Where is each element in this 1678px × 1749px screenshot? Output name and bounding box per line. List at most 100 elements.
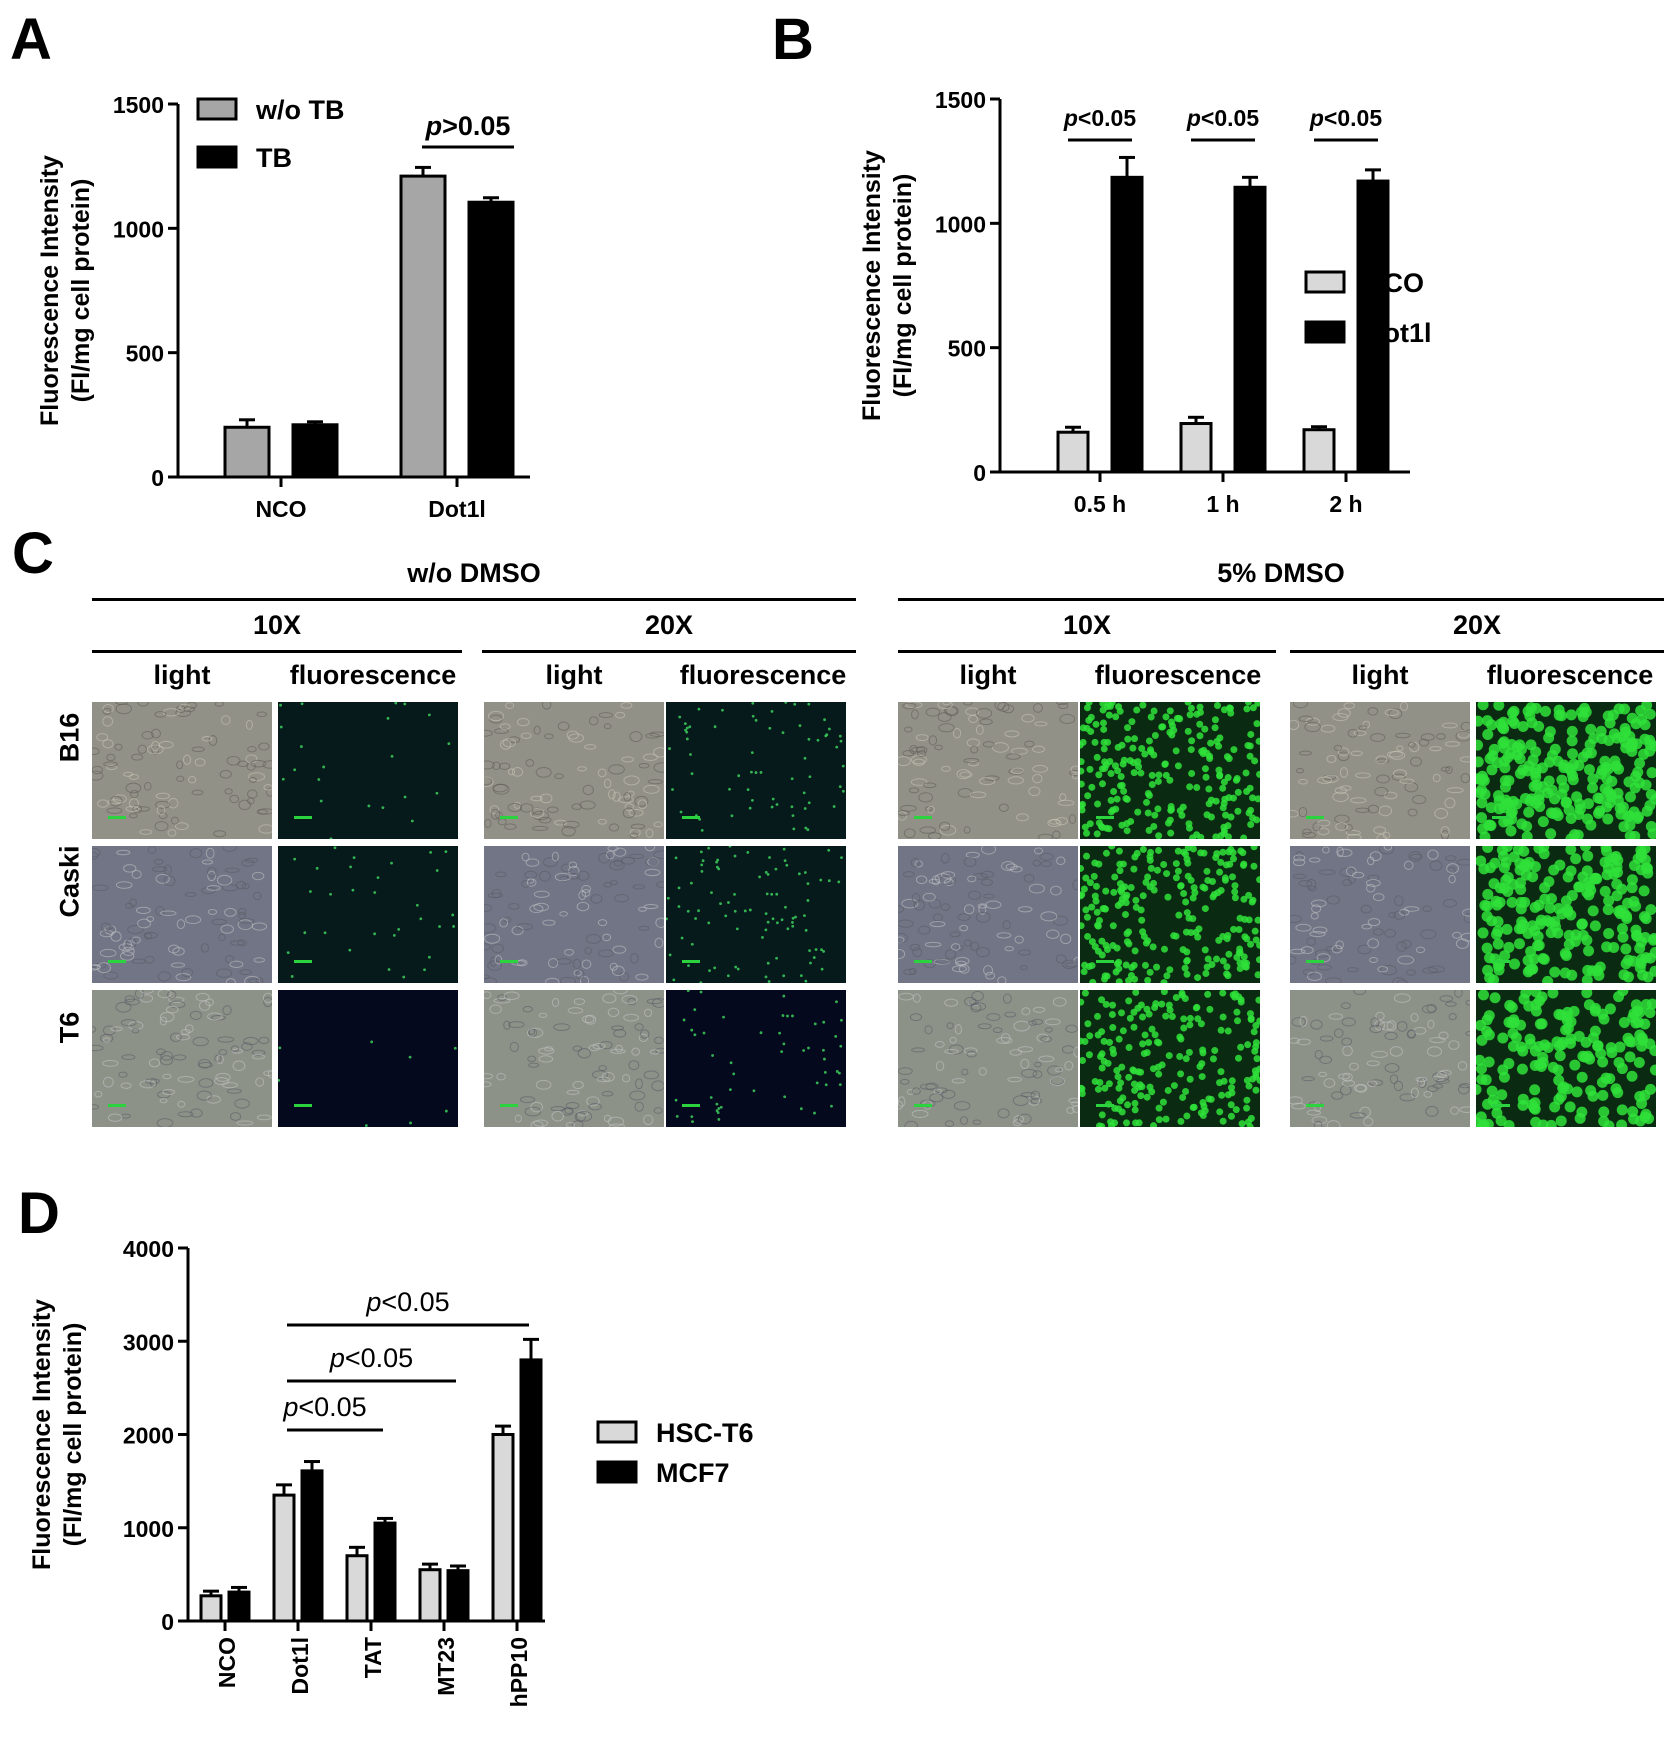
cell-dot bbox=[802, 1049, 806, 1052]
cell-dot bbox=[1537, 1119, 1549, 1127]
cell-outline bbox=[1047, 819, 1062, 827]
cell-outline bbox=[1317, 819, 1331, 827]
cell-dot bbox=[1502, 799, 1514, 811]
cell-outline bbox=[1055, 954, 1067, 964]
cell-dot bbox=[1111, 1119, 1119, 1127]
cell-dot bbox=[1110, 888, 1118, 896]
cell-outline bbox=[611, 965, 625, 977]
cell-dot bbox=[1632, 811, 1644, 823]
cell-dot bbox=[813, 1022, 817, 1026]
cell-dot bbox=[812, 956, 816, 959]
cell-dot bbox=[1206, 752, 1214, 760]
bar bbox=[223, 425, 271, 479]
cell-dot bbox=[1614, 1041, 1626, 1053]
cell-outline bbox=[912, 947, 923, 958]
cell-dot bbox=[1154, 805, 1162, 813]
cell-dot bbox=[719, 1105, 723, 1109]
cell-dot bbox=[1545, 828, 1557, 839]
cell-outline bbox=[99, 929, 114, 938]
cell-dot bbox=[1644, 1007, 1656, 1019]
y-tick-label: 0 bbox=[973, 460, 986, 486]
cell-outline bbox=[1460, 773, 1470, 784]
cell-outline bbox=[192, 1036, 209, 1047]
cell-outline bbox=[566, 873, 581, 880]
cell-dot bbox=[726, 974, 730, 978]
cell-dot bbox=[1126, 1014, 1134, 1022]
cell-outline bbox=[562, 820, 580, 829]
cell-dot bbox=[1252, 1043, 1260, 1051]
cell-outline bbox=[1452, 931, 1462, 939]
cell-outline bbox=[215, 1072, 231, 1082]
cell-dot bbox=[759, 1031, 763, 1035]
y-tick-label: 4000 bbox=[123, 1236, 174, 1262]
cell-outline bbox=[608, 1123, 625, 1127]
cell-dot bbox=[1486, 1085, 1498, 1097]
cell-outline bbox=[599, 1041, 613, 1050]
cell-dot bbox=[1196, 720, 1204, 728]
cell-outline bbox=[201, 859, 214, 865]
mag-rule bbox=[92, 650, 462, 653]
cell-outline bbox=[628, 808, 644, 817]
cell-dot bbox=[1234, 807, 1242, 815]
cell-outline bbox=[963, 1047, 978, 1055]
cell-outline bbox=[941, 765, 951, 772]
cell-dot bbox=[1143, 1093, 1151, 1101]
cell-outline bbox=[1408, 851, 1422, 862]
cell-outline bbox=[1341, 1017, 1356, 1027]
cell-outline bbox=[566, 1089, 580, 1095]
cell-outline bbox=[1393, 993, 1411, 1003]
cell-dot bbox=[1179, 946, 1187, 954]
cell-outline bbox=[531, 825, 549, 831]
cell-outline bbox=[1030, 1090, 1041, 1101]
cell-dot bbox=[1570, 853, 1582, 865]
cell-outline bbox=[214, 1077, 230, 1086]
cell-dot bbox=[809, 961, 812, 965]
y-axis-label: Fluorescence Intensity bbox=[28, 1299, 56, 1570]
cell-dot bbox=[1219, 784, 1227, 792]
cell-outline bbox=[1071, 1101, 1078, 1107]
cell-outline bbox=[1332, 791, 1349, 802]
cell-dot bbox=[765, 892, 769, 896]
legend-label: NCO bbox=[1364, 268, 1424, 298]
cell-outline bbox=[1314, 949, 1331, 958]
cell-outline bbox=[963, 826, 971, 834]
cell-dot bbox=[1194, 974, 1202, 982]
cell-dot bbox=[1228, 1084, 1236, 1092]
cell-outline bbox=[1389, 1046, 1403, 1057]
legend-swatch bbox=[596, 1460, 638, 1484]
cell-dot bbox=[1177, 1070, 1185, 1078]
cell-outline bbox=[1068, 814, 1077, 825]
cell-dot bbox=[775, 803, 779, 806]
cell-dot bbox=[771, 797, 775, 801]
cell-dot bbox=[1515, 883, 1527, 895]
cell-outline bbox=[572, 1080, 584, 1090]
cell-outline bbox=[1312, 926, 1328, 934]
cell-outline bbox=[1375, 1011, 1385, 1021]
cell-outline bbox=[613, 847, 627, 857]
cell-outline bbox=[135, 906, 151, 915]
cell-outline bbox=[1326, 895, 1340, 905]
cell-outline bbox=[158, 812, 168, 820]
cell-dot bbox=[1168, 731, 1176, 739]
significance-label: p<0.05 bbox=[365, 1287, 449, 1317]
cell-dot bbox=[1118, 781, 1126, 789]
cell-outline bbox=[1397, 955, 1415, 965]
cell-outline bbox=[565, 1121, 576, 1127]
cell-dot bbox=[1247, 730, 1255, 738]
cell-outline bbox=[632, 884, 645, 890]
cell-outline bbox=[939, 821, 951, 831]
cell-dot bbox=[1117, 899, 1125, 907]
cell-outline bbox=[1396, 1020, 1408, 1032]
legend-swatch bbox=[196, 97, 238, 121]
cell-dot bbox=[1645, 820, 1656, 832]
cell-outline bbox=[189, 848, 203, 859]
cell-outline bbox=[144, 932, 153, 940]
cell-outline bbox=[103, 971, 119, 980]
cell-outline bbox=[997, 976, 1007, 983]
cell-dot bbox=[1227, 1112, 1235, 1120]
cell-outline bbox=[1056, 856, 1066, 866]
cell-outline bbox=[613, 859, 623, 867]
cell-dot bbox=[1131, 975, 1139, 983]
cell-outline bbox=[579, 800, 596, 810]
cell-outline bbox=[1444, 855, 1457, 862]
